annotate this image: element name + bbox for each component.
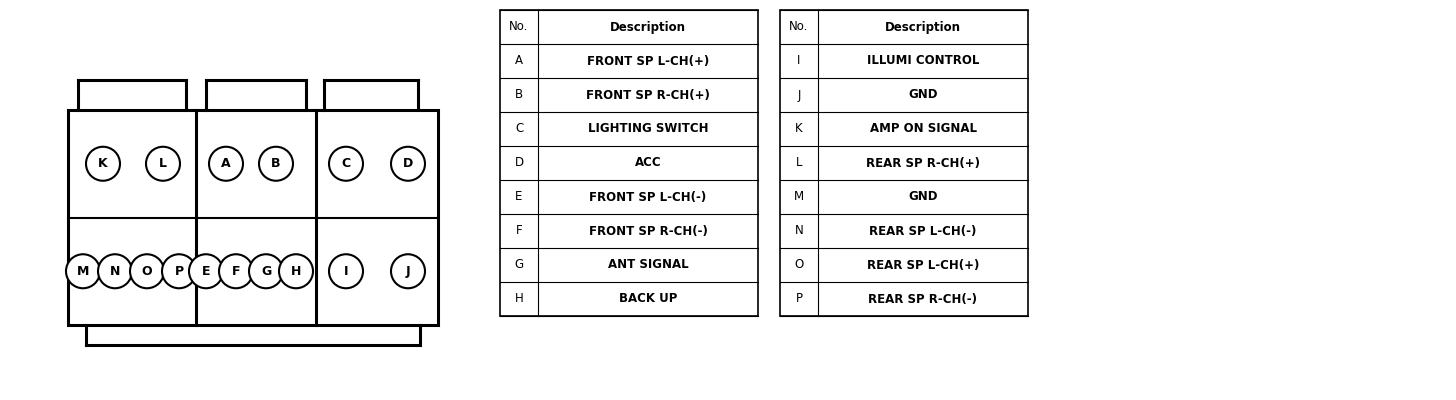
Text: FRONT SP L-CH(+): FRONT SP L-CH(+)	[587, 54, 709, 68]
Circle shape	[162, 254, 197, 288]
Circle shape	[329, 147, 363, 181]
Text: D: D	[403, 157, 414, 170]
Text: LIGHTING SWITCH: LIGHTING SWITCH	[588, 122, 708, 136]
Circle shape	[189, 254, 223, 288]
Text: N: N	[795, 224, 804, 238]
Text: H: H	[291, 265, 301, 278]
Text: O: O	[141, 265, 153, 278]
Circle shape	[392, 147, 425, 181]
Circle shape	[86, 147, 119, 181]
Circle shape	[249, 254, 282, 288]
Text: Description: Description	[885, 20, 961, 34]
FancyBboxPatch shape	[780, 10, 1028, 316]
Text: AMP ON SIGNAL: AMP ON SIGNAL	[869, 122, 977, 136]
Circle shape	[280, 254, 313, 288]
Text: J: J	[406, 265, 411, 278]
Text: REAR SP R-CH(+): REAR SP R-CH(+)	[866, 156, 980, 170]
Text: GND: GND	[909, 190, 938, 204]
Text: L: L	[796, 156, 802, 170]
Text: FRONT SP R-CH(+): FRONT SP R-CH(+)	[587, 88, 711, 102]
Circle shape	[218, 254, 253, 288]
Text: FRONT SP R-CH(-): FRONT SP R-CH(-)	[588, 224, 708, 238]
Text: F: F	[232, 265, 240, 278]
Text: Description: Description	[610, 20, 686, 34]
Text: O: O	[795, 258, 804, 272]
Text: K: K	[795, 122, 802, 136]
Text: ANT SIGNAL: ANT SIGNAL	[607, 258, 689, 272]
Circle shape	[210, 147, 243, 181]
Text: G: G	[514, 258, 524, 272]
Text: E: E	[202, 265, 210, 278]
Text: No.: No.	[510, 20, 529, 34]
Text: K: K	[98, 157, 108, 170]
Text: N: N	[109, 265, 121, 278]
Text: P: P	[795, 292, 802, 306]
Text: FRONT SP L-CH(-): FRONT SP L-CH(-)	[590, 190, 706, 204]
Circle shape	[146, 147, 181, 181]
Text: B: B	[271, 157, 281, 170]
Text: I: I	[798, 54, 801, 68]
Circle shape	[329, 254, 363, 288]
Circle shape	[392, 254, 425, 288]
Text: GND: GND	[909, 88, 938, 102]
Text: J: J	[798, 88, 801, 102]
Text: ILLUMI CONTROL: ILLUMI CONTROL	[866, 54, 980, 68]
Text: BACK UP: BACK UP	[619, 292, 677, 306]
Text: REAR SP L-CH(-): REAR SP L-CH(-)	[869, 224, 977, 238]
Text: H: H	[514, 292, 523, 306]
Text: F: F	[515, 224, 523, 238]
Text: P: P	[175, 265, 183, 278]
Circle shape	[259, 147, 293, 181]
Text: B: B	[515, 88, 523, 102]
Text: E: E	[515, 190, 523, 204]
Circle shape	[66, 254, 100, 288]
Text: G: G	[261, 265, 271, 278]
Text: No.: No.	[789, 20, 808, 34]
Text: ACC: ACC	[635, 156, 661, 170]
Text: REAR SP R-CH(-): REAR SP R-CH(-)	[868, 292, 977, 306]
Text: L: L	[159, 157, 167, 170]
Text: M: M	[794, 190, 804, 204]
Circle shape	[98, 254, 132, 288]
Text: C: C	[342, 157, 351, 170]
FancyBboxPatch shape	[499, 10, 759, 316]
Text: C: C	[515, 122, 523, 136]
Text: REAR SP L-CH(+): REAR SP L-CH(+)	[866, 258, 980, 272]
Circle shape	[130, 254, 165, 288]
Text: A: A	[221, 157, 232, 170]
Text: M: M	[77, 265, 89, 278]
Text: D: D	[514, 156, 524, 170]
Text: A: A	[515, 54, 523, 68]
FancyBboxPatch shape	[68, 110, 438, 325]
Text: I: I	[344, 265, 348, 278]
